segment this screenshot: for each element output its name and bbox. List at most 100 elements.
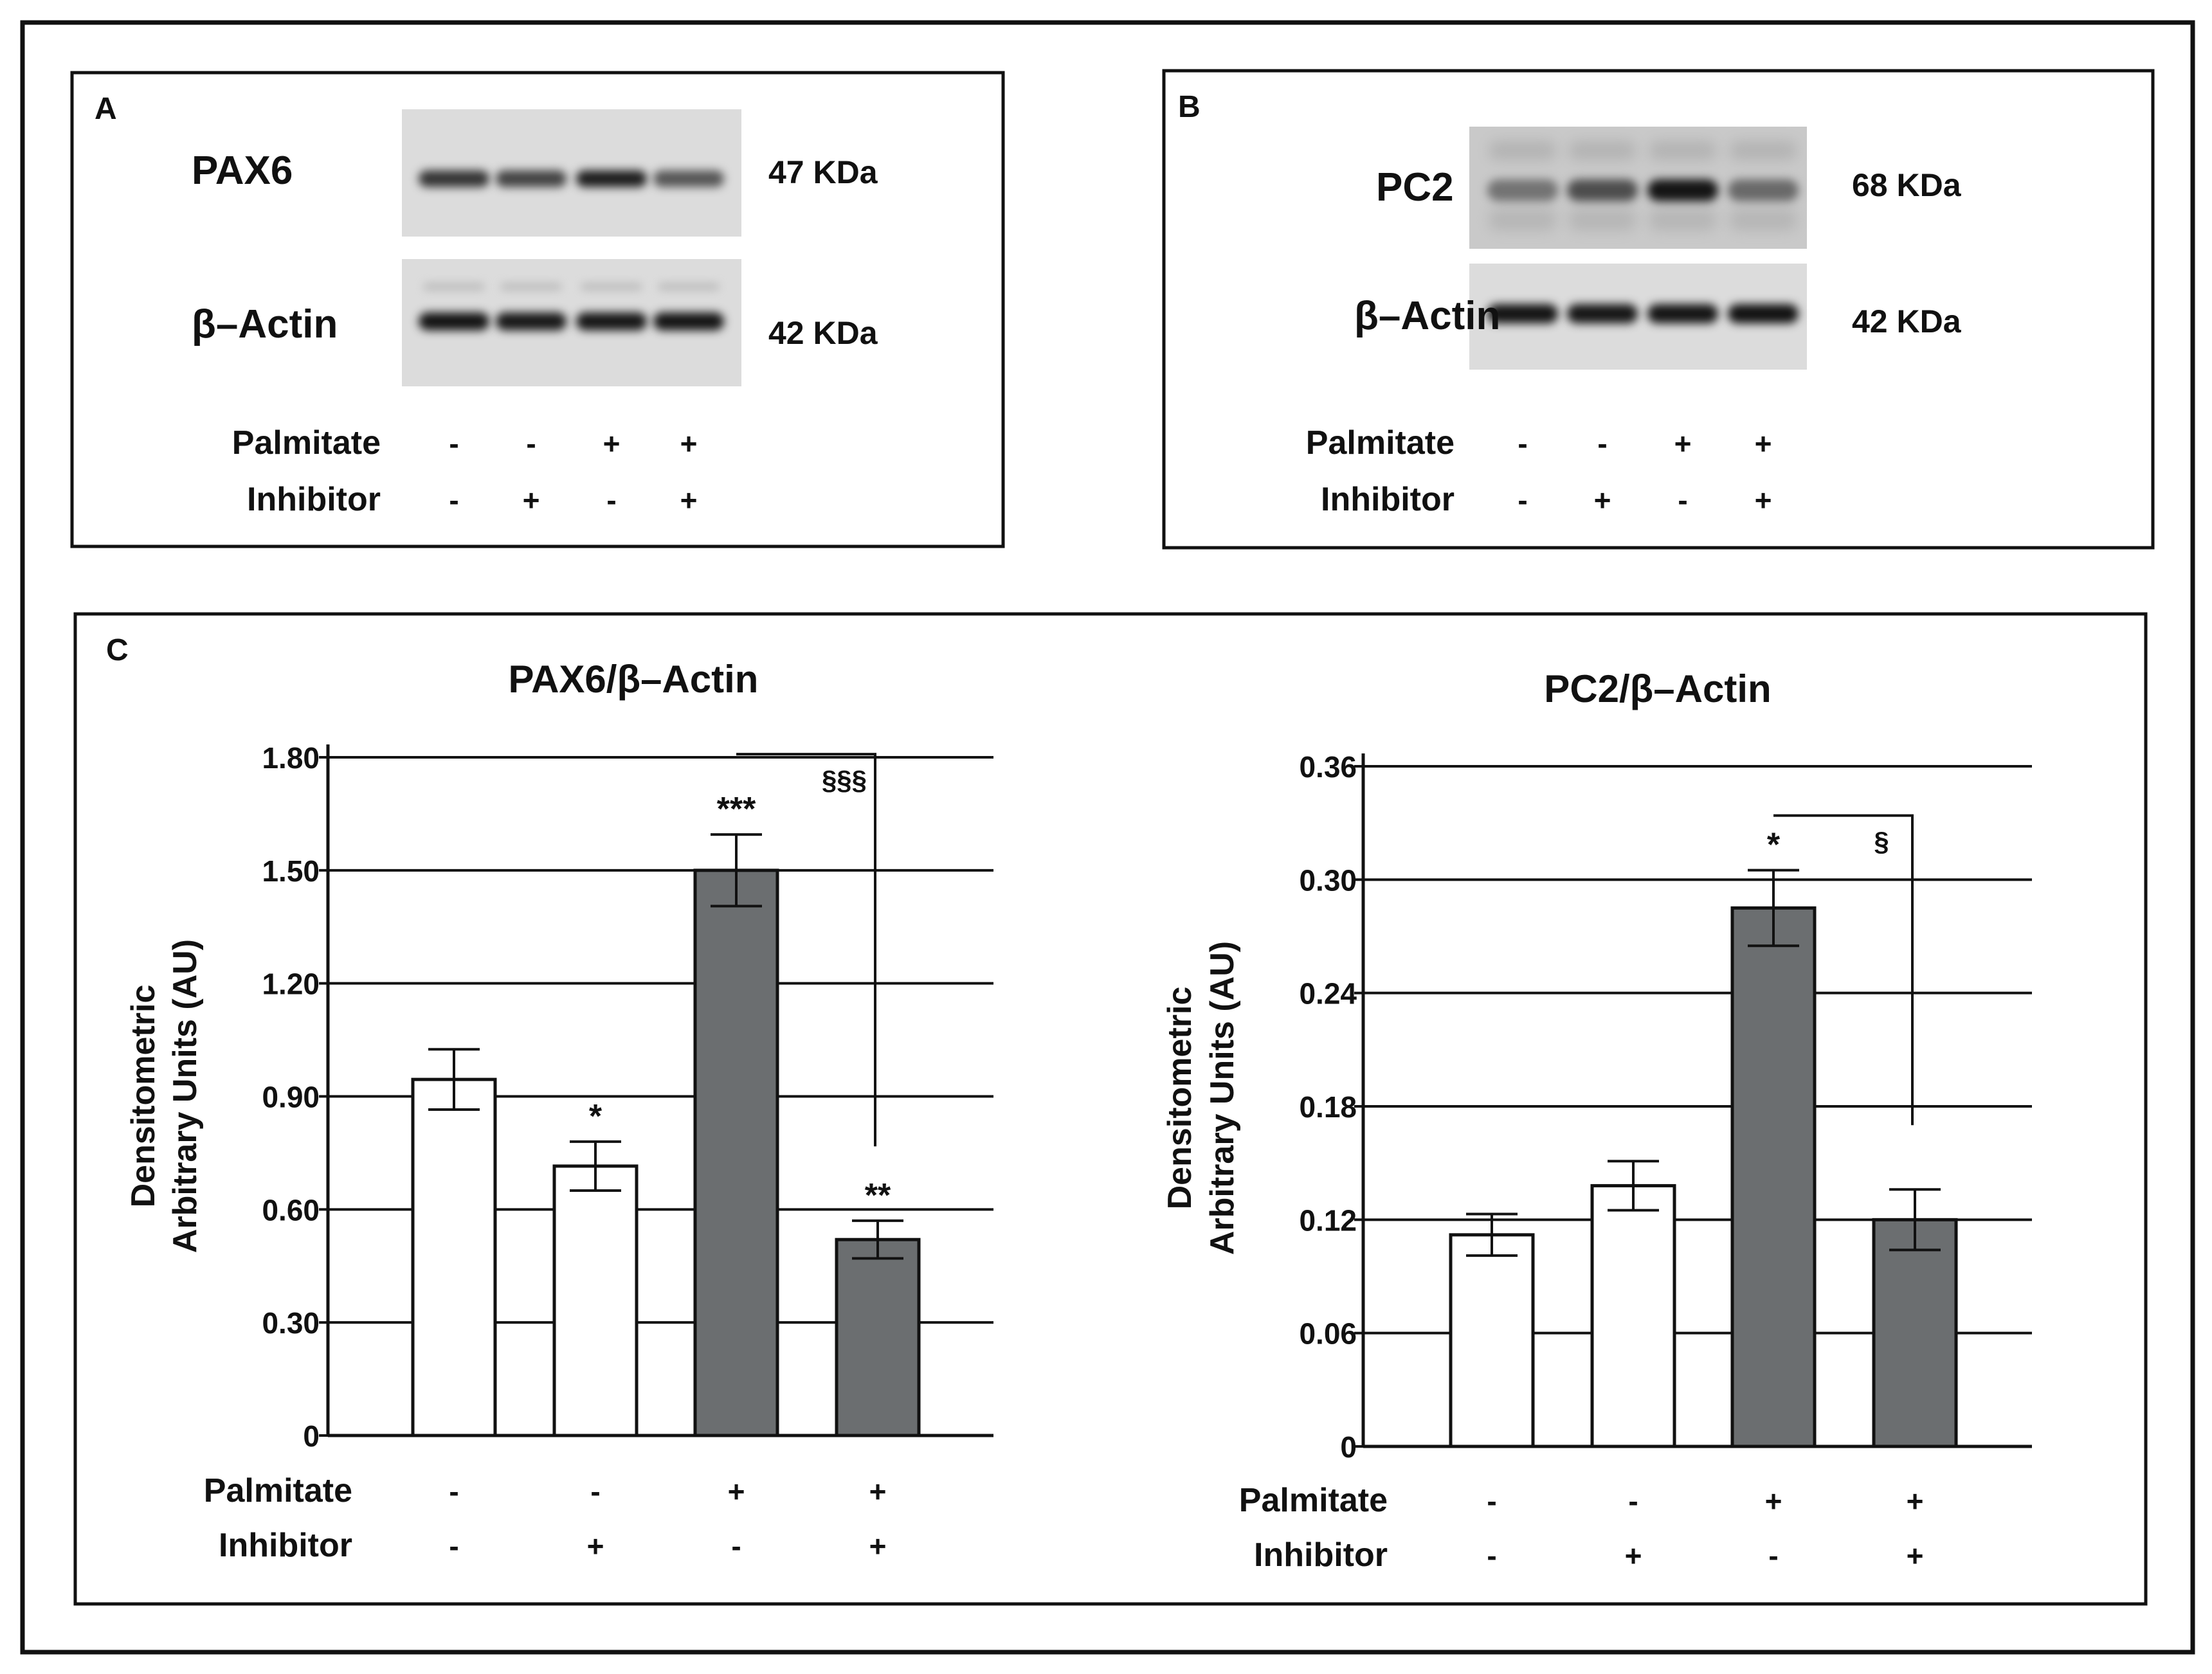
comparison-label-1: § <box>1874 827 1889 857</box>
inhibitor-sign-a-3: + <box>680 483 698 517</box>
palmitate-sign-a-2: + <box>603 427 621 460</box>
size-label-b-0: 68 KDa <box>1852 167 1962 203</box>
comparison-bracket-1 <box>1773 814 1914 1126</box>
blot-band-a-1-3 <box>653 312 724 330</box>
chart-inhibitor-sign-1-1: + <box>1625 1539 1642 1572</box>
blot-band-b-1-2 <box>1647 304 1718 323</box>
blot-smear-b-3 <box>1730 141 1797 160</box>
panel-a-blots: PAX6 47 KDa β–Actin 42 KDa Palmitate Inhibito… <box>192 109 878 518</box>
palmitate-label-b: Palmitate <box>1306 424 1455 462</box>
bar-0-1 <box>552 1164 639 1437</box>
protein-label-b-1: β–Actin <box>1354 294 1500 338</box>
panel-a-letter: A <box>95 92 117 126</box>
significance-star-1-2: * <box>1767 827 1781 864</box>
bar-1-2 <box>1730 906 1817 1448</box>
blot-band-b-0-2 <box>1647 179 1718 201</box>
palmitate-sign-b-0: - <box>1518 427 1527 460</box>
palmitate-sign-a-1: - <box>526 427 536 460</box>
palmitate-label-a: Palmitate <box>232 424 381 462</box>
blot-smear-low-b-0 <box>1489 209 1556 231</box>
palmitate-sign-b-1: - <box>1597 427 1607 460</box>
size-label-a-0: 47 KDa <box>768 154 878 190</box>
chart-palmitate-sign-1-1: - <box>1628 1484 1638 1518</box>
ylabel-line-1-0: Densitometric <box>1161 987 1199 1210</box>
chart-inhibitor-sign-0-2: - <box>731 1529 741 1563</box>
inhibitor-sign-a-1: + <box>523 483 540 517</box>
inhibitor-label-b: Inhibitor <box>1321 481 1455 518</box>
ytick-label-0-2: 0.60 <box>262 1193 320 1227</box>
blot-smear-b-1 <box>1569 141 1636 160</box>
panel-b-blots: PC2 68 KDa β–Actin 42 KDa Palmitate Inhibitor… <box>1306 127 1962 518</box>
blot-band-a-0-1 <box>496 170 567 187</box>
chart-palmitate-sign-0-3: + <box>869 1475 887 1508</box>
bar-0-3 <box>835 1238 921 1437</box>
size-label-a-1: 42 KDa <box>768 315 878 351</box>
chart-palmitate-sign-1-0: - <box>1487 1484 1496 1518</box>
panel-a-frame <box>70 71 1005 548</box>
panel-c: C PAX6/β–Actin 0 0.30 0.60 0.90 1.20 1.50 1.80 D… <box>73 612 2148 1606</box>
blot-smear-b-2 <box>1649 141 1716 160</box>
pax6-chart: PAX6/β–Actin 0 0.30 0.60 0.90 1.20 1.50 1.80 Den… <box>125 658 993 1564</box>
blot-faint-band-a-2 <box>581 283 642 291</box>
ytick-label-1-6: 0.36 <box>1299 750 1357 784</box>
ytick-label-1-2: 0.12 <box>1299 1203 1357 1237</box>
comparison-label-0: §§§ <box>822 765 867 795</box>
blot-smear-low-b-2 <box>1649 209 1716 231</box>
ytick-label-1-0: 0 <box>1340 1430 1357 1464</box>
blot-band-a-1-2 <box>576 312 647 330</box>
inhibitor-sign-b-2: - <box>1678 483 1687 517</box>
protein-label-a-1: β–Actin <box>192 302 338 346</box>
ytick-label-0-5: 1.50 <box>262 854 320 888</box>
chart-title-0: PAX6/β–Actin <box>509 658 759 701</box>
blot-band-a-1-1 <box>496 312 567 330</box>
ytick-label-1-3: 0.18 <box>1299 1090 1357 1124</box>
blot-band-b-1-1 <box>1567 304 1638 323</box>
ylabel-line-1-1: Arbitrary Units (AU) <box>1204 941 1241 1255</box>
inhibitor-label-a: Inhibitor <box>247 481 381 518</box>
significance-star-0-2: *** <box>717 791 756 828</box>
bar-1-1 <box>1590 1184 1676 1448</box>
blot-band-b-1-3 <box>1728 304 1799 323</box>
chart-title-1: PC2/β–Actin <box>1544 667 1771 710</box>
blot-band-b-0-3 <box>1728 179 1799 201</box>
chart-palmitate-sign-1-2: + <box>1765 1484 1782 1518</box>
chart-inhibitor-sign-1-2: - <box>1768 1539 1778 1572</box>
chart-inhibitor-sign-1-0: - <box>1487 1539 1496 1572</box>
blot-faint-band-a-1 <box>500 283 562 291</box>
chart-inhibitor-sign-0-1: + <box>587 1529 604 1563</box>
inhibitor-sign-a-0: - <box>449 483 458 517</box>
chart-inhibitor-sign-0-0: - <box>449 1529 458 1563</box>
palmitate-sign-b-2: + <box>1674 427 1692 460</box>
blot-band-b-0-0 <box>1487 179 1558 201</box>
bar-1-0 <box>1449 1233 1535 1448</box>
outer-frame <box>20 20 2195 1655</box>
ytick-label-0-1: 0.30 <box>262 1306 320 1340</box>
bar-0-0 <box>411 1077 497 1437</box>
chart-inhibitor-label-1: Inhibitor <box>1254 1536 1388 1574</box>
chart-palmitate-sign-1-3: + <box>1907 1484 1924 1518</box>
panel-b-letter: B <box>1178 90 1201 124</box>
blot-band-a-0-3 <box>653 170 724 187</box>
blot-band-a-1-0 <box>419 312 489 330</box>
protein-label-b-0: PC2 <box>1376 165 1454 210</box>
palmitate-sign-a-3: + <box>680 427 698 460</box>
ytick-label-0-0: 0 <box>303 1419 320 1453</box>
blot-band-a-0-0 <box>419 170 489 187</box>
blot-band-b-1-0 <box>1487 304 1558 323</box>
blot-band-b-0-1 <box>1567 179 1638 201</box>
palmitate-sign-b-3: + <box>1755 427 1772 460</box>
ylabel-line-0-1: Arbitrary Units (AU) <box>167 939 204 1253</box>
chart-inhibitor-sign-0-3: + <box>869 1529 887 1563</box>
blot-smear-low-b-3 <box>1730 209 1797 231</box>
bar-1-3 <box>1872 1218 1958 1448</box>
chart-palmitate-sign-0-2: + <box>728 1475 745 1508</box>
panel-a: A PAX6 47 KDa β–Actin 42 KDa Palmitate Inhibi… <box>70 71 1005 548</box>
ytick-label-1-4: 0.24 <box>1299 977 1357 1011</box>
chart-palmitate-sign-0-1: - <box>590 1475 600 1508</box>
panel-b-frame <box>1162 69 2155 550</box>
inhibitor-sign-b-3: + <box>1755 483 1772 517</box>
bar-0-2 <box>693 869 779 1437</box>
panel-c-frame <box>73 612 2148 1606</box>
ytick-label-1-5: 0.30 <box>1299 863 1357 897</box>
protein-label-a-0: PAX6 <box>192 148 293 193</box>
